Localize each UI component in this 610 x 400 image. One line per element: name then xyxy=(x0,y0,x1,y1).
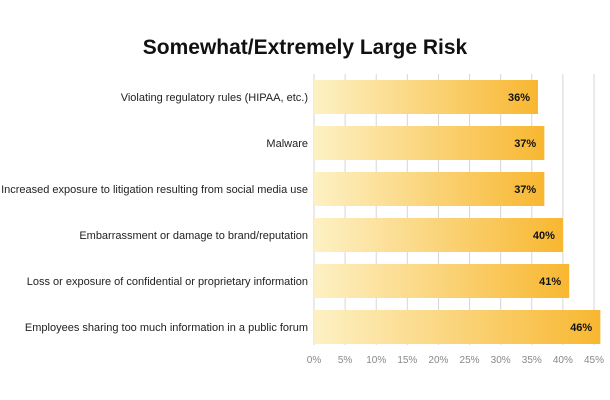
bar-edge xyxy=(535,80,538,114)
bar-edge xyxy=(541,126,545,160)
x-tick-label: 15% xyxy=(397,355,417,366)
category-label: Violating regulatory rules (HIPAA, etc.) xyxy=(121,92,308,104)
x-tick-label: 0% xyxy=(307,355,322,366)
value-label: 36% xyxy=(508,92,530,104)
category-label: Employees sharing too much information i… xyxy=(25,322,308,334)
bars xyxy=(314,80,601,344)
x-tick-label: 10% xyxy=(366,355,386,366)
category-label: Loss or exposure of confidential or prop… xyxy=(27,276,308,288)
bar xyxy=(314,80,538,114)
bar-edge xyxy=(541,172,545,206)
bar xyxy=(314,218,563,252)
x-tick-label: 40% xyxy=(553,355,573,366)
x-tick-label: 35% xyxy=(522,355,542,366)
x-tick-label: 5% xyxy=(338,355,353,366)
labels: 0% 5% 10% 15% 20% 25% 30% 35% 40% 45% Violating re… xyxy=(1,92,604,366)
bar xyxy=(314,264,570,298)
chart-title: Somewhat/Extremely Large Risk xyxy=(142,36,468,59)
category-label: Malware xyxy=(266,138,308,150)
bar xyxy=(314,126,545,160)
value-label: 40% xyxy=(533,230,555,242)
value-label: 41% xyxy=(539,276,561,288)
bar xyxy=(314,310,601,344)
bar-edge xyxy=(566,264,570,298)
value-label: 46% xyxy=(570,322,592,334)
value-label: 37% xyxy=(514,138,536,150)
category-label: Increased exposure to litigation resulti… xyxy=(1,184,308,196)
category-label: Embarrassment or damage to brand/reputat… xyxy=(79,230,308,242)
grid-lines xyxy=(313,74,595,345)
x-tick-label: 20% xyxy=(428,355,448,366)
bar xyxy=(314,172,545,206)
x-tick-label: 25% xyxy=(460,355,480,366)
bar-edge xyxy=(559,218,563,252)
bar-edge xyxy=(597,310,601,344)
value-label: 37% xyxy=(514,184,536,196)
x-tick-label: 45% xyxy=(584,355,604,366)
x-tick-label: 30% xyxy=(491,355,511,366)
